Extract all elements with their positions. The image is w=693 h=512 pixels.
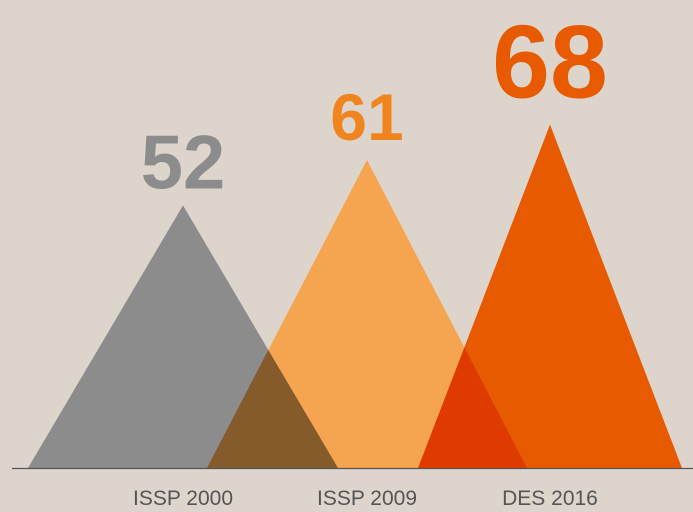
value-label: 52: [141, 120, 226, 205]
peaks: [28, 124, 682, 468]
category-label: ISSP 2009: [317, 487, 417, 510]
value-label: 61: [330, 80, 403, 154]
category-label: ISSP 2000: [133, 487, 233, 510]
peak: [207, 159, 527, 468]
value-label: 68: [492, 5, 608, 121]
category-label: DES 2016: [502, 487, 598, 510]
peak: [418, 124, 682, 468]
